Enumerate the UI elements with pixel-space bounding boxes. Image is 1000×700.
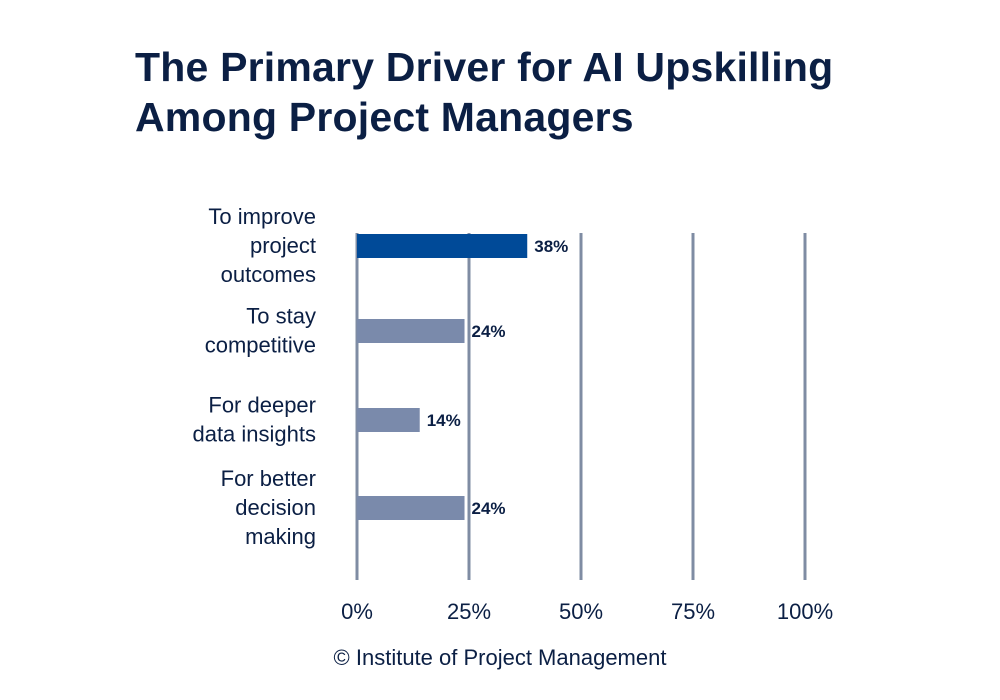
bar-2: [357, 319, 465, 343]
x-tick-label-75: 75%: [671, 599, 715, 624]
category-label-3-line-1: For deeper: [208, 393, 316, 418]
copyright-footer: © Institute of Project Management: [333, 645, 667, 670]
bar-1: [357, 234, 528, 258]
chart-title-line-1: The Primary Driver for AI Upskilling: [135, 44, 834, 90]
bar-4: [357, 496, 465, 520]
value-label-2: 24%: [472, 322, 506, 341]
chart-title: The Primary Driver for AI Upskilling Amo…: [135, 42, 935, 142]
bar-3: [357, 408, 420, 432]
category-label-3-line-2: data insights: [192, 422, 316, 447]
value-label-4: 24%: [472, 499, 506, 518]
category-label-1-line-1: To improve: [208, 204, 316, 229]
value-label-3: 14%: [427, 411, 461, 430]
category-label-2-line-2: competitive: [205, 333, 316, 358]
x-tick-label-0: 0%: [341, 599, 373, 624]
category-label-4-line-2: decision: [235, 495, 316, 520]
category-label-4-line-1: For better: [221, 466, 316, 491]
category-label-1-line-2: project: [250, 233, 316, 258]
x-tick-label-25: 25%: [447, 599, 491, 624]
chart-title-line-2: Among Project Managers: [135, 94, 634, 140]
category-label-1-line-3: outcomes: [221, 262, 316, 287]
x-tick-label-100: 100%: [777, 599, 833, 624]
category-label-4-line-3: making: [245, 524, 316, 549]
x-tick-label-50: 50%: [559, 599, 603, 624]
value-label-1: 38%: [534, 237, 568, 256]
category-label-2-line-1: To stay: [246, 304, 316, 329]
